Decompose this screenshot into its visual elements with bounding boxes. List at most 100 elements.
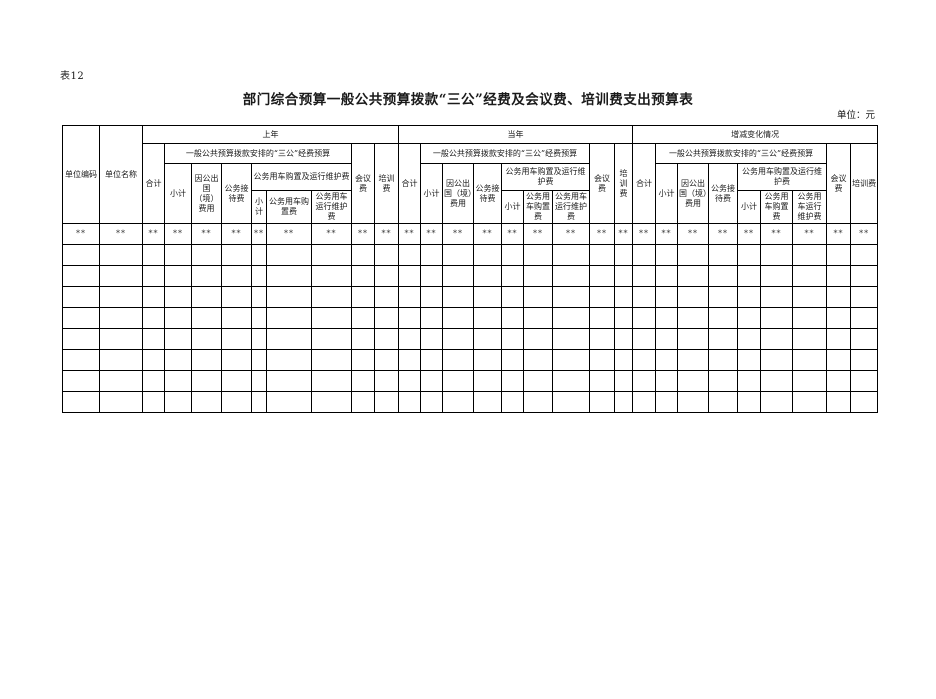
empty-data-row — [62, 328, 879, 350]
change-vehicle-purchase-header: 公务用车购置费 — [760, 190, 794, 224]
placeholder-cell: ** — [614, 223, 634, 245]
placeholder-cell: ** — [420, 223, 444, 245]
empty-cell — [614, 328, 634, 350]
empty-cell — [760, 286, 794, 308]
empty-cell — [614, 349, 634, 371]
empty-cell — [251, 244, 267, 266]
empty-cell — [266, 265, 312, 287]
empty-data-row — [62, 265, 879, 287]
empty-cell — [792, 286, 828, 308]
current-year-vehicle-purchase-header: 公务用车购置费 — [523, 190, 554, 224]
empty-cell — [442, 349, 475, 371]
empty-cell — [792, 349, 828, 371]
change-subtotal-header: 小计 — [655, 163, 679, 224]
empty-cell — [523, 307, 554, 329]
empty-cell — [552, 328, 591, 350]
empty-cell — [164, 370, 192, 392]
empty-cell — [99, 244, 143, 266]
empty-cell — [589, 391, 616, 413]
empty-cell — [142, 265, 165, 287]
empty-cell — [373, 370, 400, 392]
empty-cell — [632, 244, 657, 266]
empty-cell — [589, 349, 616, 371]
empty-cell — [655, 286, 679, 308]
empty-cell — [655, 328, 679, 350]
change-santi-budget-header: 一般公共预算拨款安排的“三公”经费预算 — [655, 143, 828, 164]
placeholder-cell: ** — [351, 223, 375, 245]
empty-data-row — [62, 349, 879, 371]
prev-year-vehicle-fee-header: 公务用车购置及运行维护费 — [251, 163, 352, 191]
empty-data-row — [62, 244, 879, 266]
group-header-prev-year: 上年 — [141, 125, 400, 144]
empty-cell — [632, 391, 657, 413]
empty-cell — [632, 370, 657, 392]
empty-cell — [589, 244, 616, 266]
empty-cell — [398, 286, 422, 308]
empty-cell — [708, 286, 739, 308]
empty-cell — [677, 328, 710, 350]
empty-cell — [677, 391, 710, 413]
empty-cell — [760, 265, 794, 287]
empty-cell — [826, 286, 852, 308]
change-vehicle-maintenance-header: 公务用车运行维护费 — [792, 190, 828, 224]
placeholder-cell: ** — [760, 223, 794, 245]
empty-cell — [351, 307, 375, 329]
empty-cell — [737, 286, 762, 308]
placeholder-cell: ** — [164, 223, 192, 245]
empty-cell — [221, 328, 252, 350]
prev-year-reception-fee-header: 公务接待费 — [221, 163, 252, 224]
empty-cell — [677, 265, 710, 287]
empty-cell — [523, 286, 554, 308]
placeholder-cell: ** — [251, 223, 267, 245]
placeholder-cell: ** — [266, 223, 312, 245]
empty-cell — [655, 265, 679, 287]
placeholder-cell: ** — [523, 223, 554, 245]
col-header-unit-name: 单位名称 — [99, 125, 143, 224]
empty-cell — [708, 244, 739, 266]
empty-cell — [420, 286, 444, 308]
empty-cell — [792, 265, 828, 287]
empty-cell — [420, 244, 444, 266]
placeholder-cell: ** — [142, 223, 165, 245]
empty-cell — [614, 307, 634, 329]
empty-cell — [523, 370, 554, 392]
empty-cell — [373, 265, 400, 287]
empty-cell — [737, 370, 762, 392]
empty-cell — [552, 265, 591, 287]
empty-cell — [420, 391, 444, 413]
header-row-expense-items: 小计 因公出国（境）费用 公务接待费 公务用车购置及运行维护费 小计 因公出国（… — [63, 163, 878, 224]
empty-cell — [501, 370, 525, 392]
unit-of-measure-note: 单位：元 — [836, 110, 875, 121]
empty-cell — [850, 328, 879, 350]
empty-cell — [737, 307, 762, 329]
empty-cell — [62, 391, 100, 413]
empty-cell — [420, 370, 444, 392]
empty-cell — [501, 391, 525, 413]
prev-year-vehicle-subtotal-header: 小计 — [251, 190, 267, 224]
current-year-reception-fee-header: 公务接待费 — [473, 163, 503, 224]
prev-year-total-header: 合计 — [142, 143, 165, 224]
header-row-budget-category: 合计 一般公共预算拨款安排的“三公”经费预算 会议费 培训费 合计 一般公共预算… — [63, 143, 879, 224]
placeholder-cell: ** — [99, 223, 143, 245]
empty-cell — [99, 307, 143, 329]
empty-cell — [221, 349, 252, 371]
empty-cell — [589, 328, 616, 350]
empty-cell — [589, 307, 616, 329]
empty-cell — [501, 349, 525, 371]
empty-cell — [655, 244, 679, 266]
prev-year-abroad-fee-header: 因公出国（境）费用 — [191, 163, 222, 224]
empty-cell — [373, 349, 400, 371]
empty-cell — [501, 286, 525, 308]
empty-cell — [373, 391, 400, 413]
empty-cell — [311, 370, 352, 392]
current-year-abroad-fee-header: 因公出国（境）费用 — [442, 163, 475, 224]
empty-cell — [266, 307, 312, 329]
empty-cell — [632, 286, 657, 308]
empty-cell — [850, 286, 879, 308]
empty-cell — [251, 307, 267, 329]
empty-cell — [62, 286, 100, 308]
empty-cell — [792, 391, 828, 413]
placeholder-cell: ** — [850, 223, 879, 245]
empty-cell — [221, 286, 252, 308]
col-header-unit-code: 单位编码 — [62, 125, 100, 224]
